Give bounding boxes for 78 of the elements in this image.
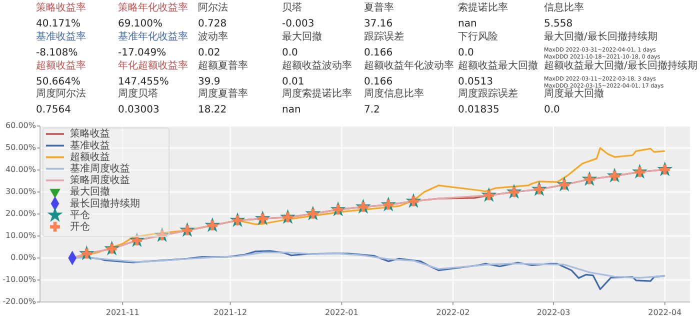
text: 策略年化收益率: [118, 2, 188, 14]
text: 周度夏普率: [198, 88, 248, 100]
text: 超额收益年化波动率: [364, 60, 454, 72]
y-tick-label: 20.00%: [5, 209, 36, 218]
text: 年化超额收益率: [118, 60, 188, 72]
text: 69.100%: [118, 18, 162, 30]
text: 周度索提诺比率: [282, 88, 352, 100]
text: 0.01835: [458, 104, 500, 116]
text: 周度跟踪误差: [458, 88, 518, 100]
text: 0.02: [198, 48, 220, 59]
text: 基准年化收益率: [118, 30, 188, 43]
text: 阿尔法: [198, 2, 228, 14]
text: 5.558: [544, 18, 573, 30]
text: 超额收益最大回撤/最长回撤持续期: [544, 60, 698, 72]
y-tick-label: 0.00%: [10, 253, 36, 262]
text: 夏普率: [364, 2, 394, 14]
text: 超额收益率: [36, 60, 86, 72]
y-tick-label: -10.00%: [2, 275, 36, 284]
text: 超额收益最大回撤: [458, 60, 538, 72]
text: 贝塔: [282, 2, 302, 14]
y-tick-label: 40.00%: [5, 165, 36, 174]
x-tick-label: 2021-11: [106, 308, 140, 317]
legend-label: 策略收益: [70, 128, 110, 140]
text: 37.16: [364, 18, 393, 30]
y-tick-label: 50.00%: [5, 143, 36, 152]
text: -17.049%: [118, 48, 166, 59]
text: 7.2: [364, 104, 380, 116]
legend-label: 超额收益: [70, 150, 110, 163]
text: 周度贝塔: [118, 88, 158, 100]
text: 18.22: [198, 104, 227, 116]
text: 0.166: [364, 48, 393, 59]
text: 信息比率: [544, 2, 584, 14]
y-tick-label: 60.00%: [5, 121, 36, 130]
text: 0.728: [198, 18, 227, 30]
x-tick-label: 2022-01: [324, 308, 358, 317]
text: 0.0: [458, 48, 474, 59]
text: -0.003: [282, 18, 314, 30]
text: 超额夏普率: [198, 60, 248, 72]
legend-label: 最长回撤持续期: [70, 197, 140, 210]
x-tick-label: 2022-03: [536, 308, 570, 317]
text: -8.108%: [36, 48, 78, 59]
text: 50.664%: [36, 76, 80, 88]
text: 39.9: [198, 76, 220, 88]
text: 40.171%: [36, 18, 80, 30]
text: 索提诺比率: [458, 2, 508, 14]
legend-label: 开仓: [70, 220, 90, 233]
text: 最大回撤: [282, 30, 322, 43]
legend-label: 最大回撤: [70, 186, 110, 198]
text: 0.166: [364, 76, 393, 88]
text: 超额收益波动率: [282, 60, 352, 72]
legend-label: 平仓: [70, 208, 90, 221]
text: 0.0: [544, 104, 560, 116]
text: nan: [458, 18, 477, 30]
text: 周度阿尔法: [36, 88, 86, 100]
x-tick-label: 2022-04: [648, 308, 682, 317]
text: 最大回撤/最长回撤持续期: [544, 30, 658, 43]
text: nan: [282, 104, 301, 116]
text: 147.455%: [118, 76, 169, 88]
y-tick-label: -20.00%: [2, 297, 36, 306]
y-tick-label: 30.00%: [5, 187, 36, 196]
text: 周度信息比率: [364, 88, 424, 100]
x-tick-label: 2022-02: [436, 308, 470, 317]
text: 波动率: [198, 30, 228, 43]
text: 跟踪误差: [364, 30, 404, 43]
text: 0.7564: [36, 104, 71, 116]
text: 0.03003: [118, 104, 160, 116]
text: 0.0: [282, 48, 298, 59]
text: 下行风险: [458, 30, 498, 43]
legend-label: 策略周度收益: [70, 174, 130, 186]
legend-label: 基准收益: [70, 139, 110, 152]
legend-label: 基准周度收益: [70, 162, 130, 175]
y-tick-label: 10.00%: [5, 231, 36, 240]
x-tick-label: 2021-12: [214, 308, 248, 317]
text: 基准收益率: [36, 30, 86, 43]
text: 策略收益率: [36, 2, 86, 14]
text: 周度最大回撤: [544, 88, 604, 100]
text: 0.0513: [458, 76, 493, 88]
text: 0.01: [282, 76, 304, 88]
